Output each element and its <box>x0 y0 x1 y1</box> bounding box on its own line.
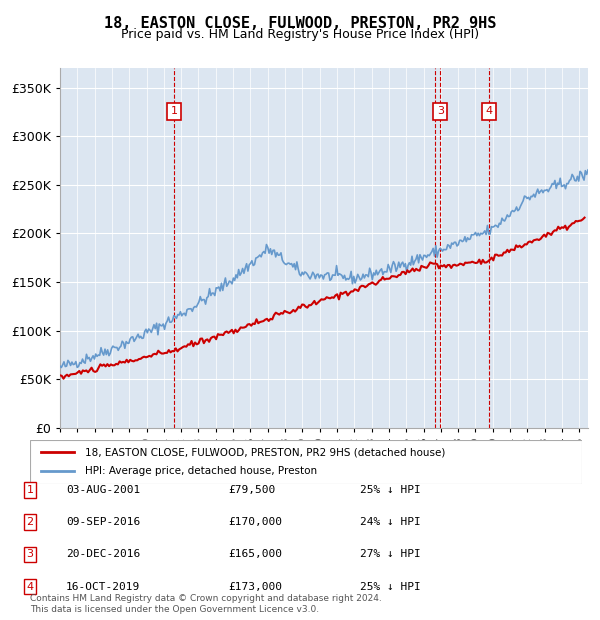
Text: Contains HM Land Registry data © Crown copyright and database right 2024.
This d: Contains HM Land Registry data © Crown c… <box>30 595 382 614</box>
Text: 18, EASTON CLOSE, FULWOOD, PRESTON, PR2 9HS: 18, EASTON CLOSE, FULWOOD, PRESTON, PR2 … <box>104 16 496 30</box>
Text: £79,500: £79,500 <box>228 485 275 495</box>
Text: 09-SEP-2016: 09-SEP-2016 <box>66 517 140 527</box>
Text: 25% ↓ HPI: 25% ↓ HPI <box>360 485 421 495</box>
Text: 20-DEC-2016: 20-DEC-2016 <box>66 549 140 559</box>
Text: 25% ↓ HPI: 25% ↓ HPI <box>360 582 421 591</box>
Text: 24% ↓ HPI: 24% ↓ HPI <box>360 517 421 527</box>
Text: HPI: Average price, detached house, Preston: HPI: Average price, detached house, Pres… <box>85 466 317 476</box>
Text: 1: 1 <box>26 485 34 495</box>
Text: 2: 2 <box>26 517 34 527</box>
Text: 1: 1 <box>170 107 178 117</box>
Text: £173,000: £173,000 <box>228 582 282 591</box>
Text: 18, EASTON CLOSE, FULWOOD, PRESTON, PR2 9HS (detached house): 18, EASTON CLOSE, FULWOOD, PRESTON, PR2 … <box>85 448 446 458</box>
FancyBboxPatch shape <box>30 440 582 484</box>
Text: 27% ↓ HPI: 27% ↓ HPI <box>360 549 421 559</box>
Text: 3: 3 <box>437 107 444 117</box>
Text: 03-AUG-2001: 03-AUG-2001 <box>66 485 140 495</box>
Text: £170,000: £170,000 <box>228 517 282 527</box>
Text: Price paid vs. HM Land Registry's House Price Index (HPI): Price paid vs. HM Land Registry's House … <box>121 28 479 41</box>
Text: 3: 3 <box>26 549 34 559</box>
Text: 4: 4 <box>485 107 493 117</box>
Text: £165,000: £165,000 <box>228 549 282 559</box>
Text: 4: 4 <box>26 582 34 591</box>
Text: 16-OCT-2019: 16-OCT-2019 <box>66 582 140 591</box>
